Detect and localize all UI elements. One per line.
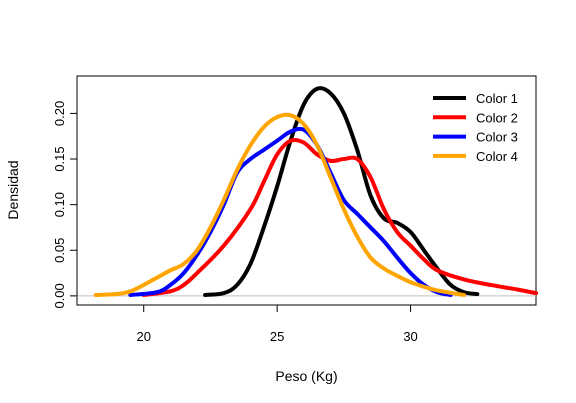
x-tick-label: 30 xyxy=(403,329,417,344)
x-axis: 20 25 30 xyxy=(136,305,417,344)
y-axis-label: Densidad xyxy=(5,160,21,219)
y-axis: 0.00 0.05 0.10 0.15 0.20 xyxy=(52,101,77,309)
y-tick-label: 0.05 xyxy=(52,238,67,263)
legend-label: Color 1 xyxy=(476,91,518,106)
series-line-4 xyxy=(96,115,464,295)
series-line-3 xyxy=(130,129,450,295)
x-axis-label: Peso (Kg) xyxy=(275,368,337,384)
x-tick-label: 20 xyxy=(136,329,150,344)
y-tick-label: 0.15 xyxy=(52,146,67,171)
legend-label: Color 2 xyxy=(476,110,518,125)
y-tick-label: 0.10 xyxy=(52,192,67,217)
series-layer xyxy=(96,88,536,295)
legend-label: Color 3 xyxy=(476,130,518,145)
x-tick-label: 25 xyxy=(270,329,284,344)
legend-label: Color 4 xyxy=(476,149,518,164)
legend: Color 1 Color 2 Color 3 Color 4 xyxy=(433,91,518,164)
y-tick-label: 0.00 xyxy=(52,283,67,308)
y-tick-label: 0.20 xyxy=(52,101,67,126)
plot-frame xyxy=(77,76,536,305)
